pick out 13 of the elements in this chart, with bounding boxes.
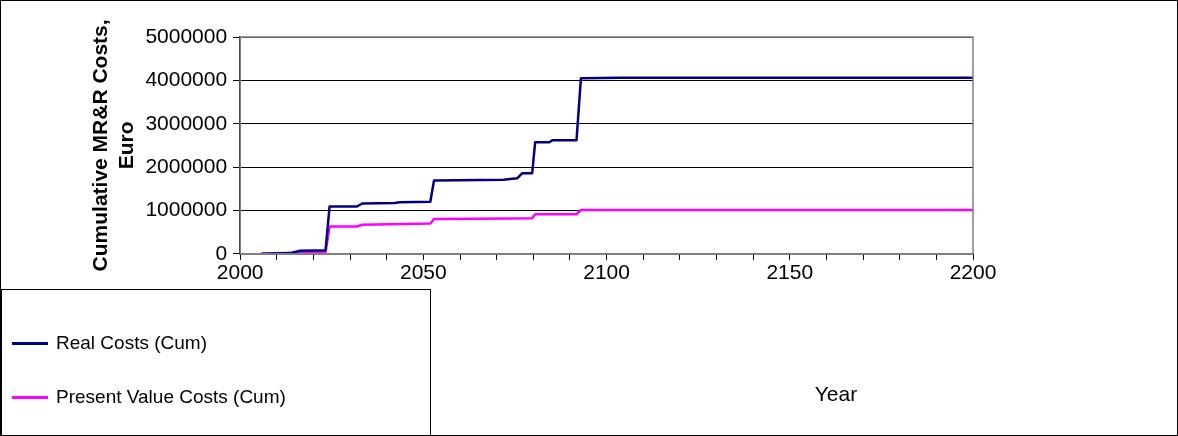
y-tick-label: 2000000 [145, 153, 228, 177]
y-tick-label: 5000000 [145, 23, 228, 47]
x-tick-label: 2200 [949, 260, 997, 284]
y-tick-label: 1000000 [145, 197, 228, 221]
x-tick-label: 2150 [766, 260, 814, 284]
x-axis-title: Year [813, 382, 859, 406]
x-tick-label: 2100 [583, 260, 630, 284]
legend-label: Present Value Costs (Cum) [56, 386, 286, 408]
legend-label: Real Costs (Cum) [56, 332, 207, 354]
x-tick-label: 2050 [400, 260, 447, 284]
y-axis-title: Cumulative MR&R Costs, Euro [88, 19, 137, 272]
y-tick-label: 3000000 [145, 110, 228, 134]
y-tick-label: 4000000 [145, 67, 228, 91]
